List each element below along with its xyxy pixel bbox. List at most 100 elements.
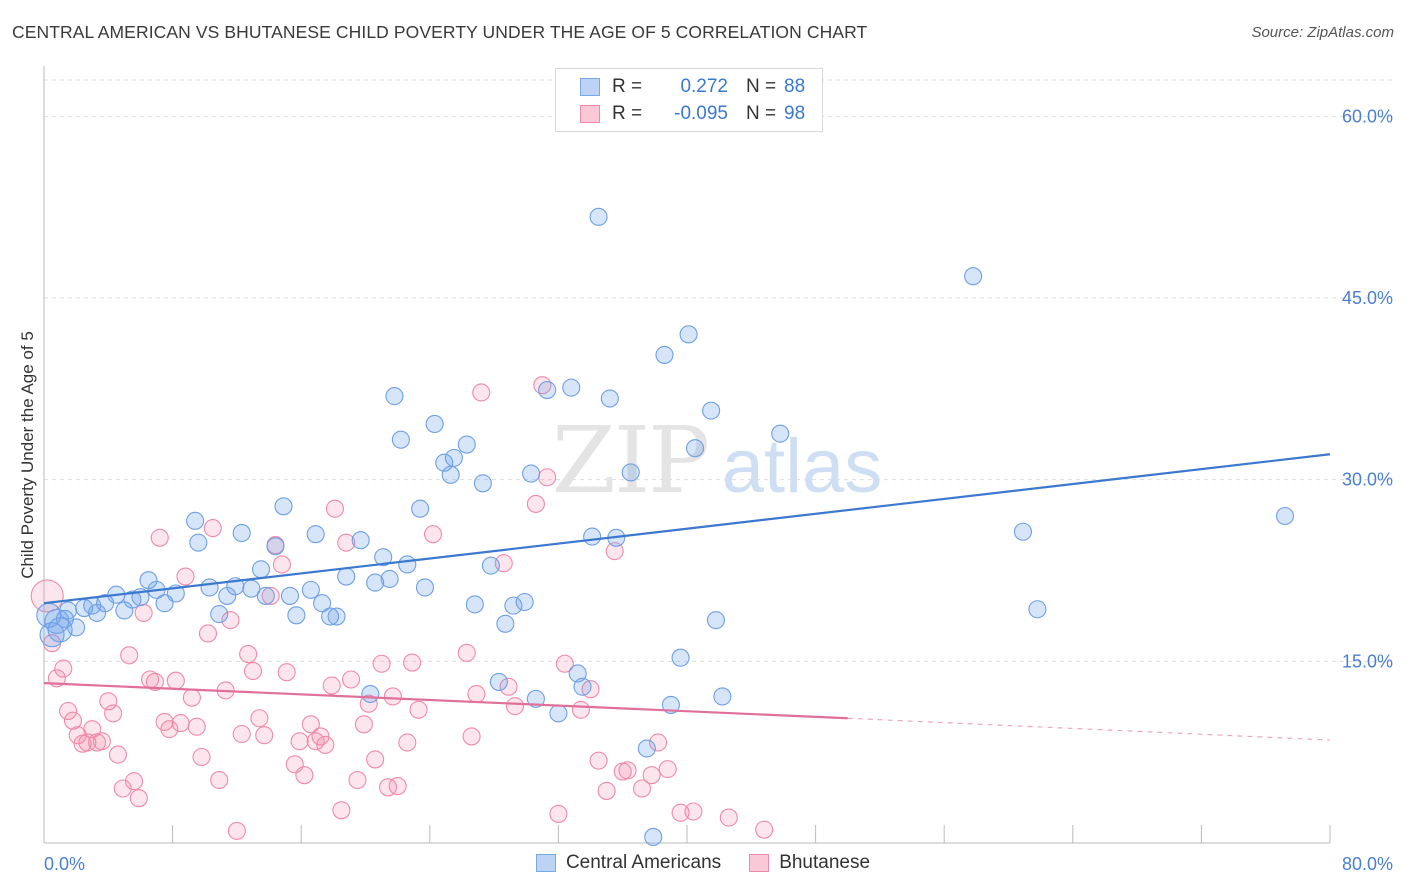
bhutanese-point bbox=[605, 542, 624, 561]
bhutanese-point bbox=[398, 733, 417, 752]
bhutanese-point bbox=[124, 772, 144, 791]
central-american-point bbox=[1013, 522, 1033, 541]
central-american-point bbox=[589, 207, 608, 226]
gridlines bbox=[44, 79, 1394, 662]
bhutanese-point bbox=[388, 777, 407, 796]
bhutanese-point bbox=[571, 700, 590, 719]
bhutanese-point bbox=[472, 383, 491, 402]
bhutanese-point bbox=[120, 646, 139, 665]
bhutanese-point bbox=[549, 804, 568, 823]
bhutanese-point bbox=[59, 701, 78, 721]
legend-swatch-bhutanese bbox=[580, 105, 600, 123]
source-label: Source: ZipAtlas.com bbox=[1251, 24, 1394, 41]
bhutanese-point bbox=[372, 654, 391, 673]
bhutanese-point bbox=[134, 603, 153, 622]
central-american-point bbox=[444, 448, 463, 467]
chart-title: CENTRAL AMERICAN VS BHUTANESE CHILD POVE… bbox=[12, 22, 868, 42]
bhutanese-point bbox=[301, 715, 320, 734]
bhutanese-point bbox=[187, 717, 206, 736]
central-american-point bbox=[189, 533, 208, 552]
central-american-point bbox=[473, 474, 492, 493]
bhutanese-point bbox=[261, 586, 280, 605]
bhutanese-point bbox=[145, 672, 164, 691]
bhutanese-point bbox=[63, 711, 82, 730]
bhutanese-point bbox=[526, 494, 545, 513]
central-american-point bbox=[573, 677, 592, 696]
central-american-point bbox=[274, 497, 293, 516]
legend-item-bhutanese: Bhutanese bbox=[749, 852, 870, 874]
central-american-point bbox=[266, 537, 285, 556]
central-american-point bbox=[398, 555, 417, 574]
x-tick-label: 0.0% bbox=[44, 854, 85, 874]
tick-labels: 15.0% 30.0% 45.0% 60.0% 0.0% 80.0% bbox=[44, 106, 1393, 874]
bhutanese-point bbox=[150, 528, 169, 547]
central-trend-line bbox=[43, 453, 1331, 605]
central-american-point bbox=[583, 527, 602, 546]
legend-n-label: N = bbox=[746, 103, 777, 124]
bhutanese-trend-line bbox=[43, 682, 848, 720]
central-american-point bbox=[655, 345, 674, 364]
bhutanese-point bbox=[322, 676, 341, 695]
legend-r-label: R = bbox=[612, 103, 643, 124]
bhutanese-point bbox=[250, 709, 269, 728]
bhutanese-point bbox=[311, 727, 330, 746]
legend-r-label: R = bbox=[612, 76, 643, 97]
central-american-point bbox=[301, 580, 320, 599]
central-american-point bbox=[538, 380, 557, 400]
central-american-point bbox=[496, 614, 515, 633]
central-american-point bbox=[685, 439, 705, 458]
bhutanese-point bbox=[239, 645, 258, 664]
central-american-point bbox=[280, 586, 299, 605]
bhutanese-point bbox=[113, 779, 132, 798]
bhutanese-point bbox=[316, 735, 335, 754]
bhutanese-point bbox=[671, 803, 690, 822]
central-american-point bbox=[568, 664, 587, 683]
bhutanese-point bbox=[499, 677, 518, 696]
legend-label-bhutanese: Bhutanese bbox=[779, 852, 871, 873]
central-american-point bbox=[504, 596, 523, 615]
central-american-point bbox=[313, 594, 332, 613]
watermark-atlas: atlas bbox=[722, 424, 883, 509]
bhutanese-point bbox=[192, 747, 211, 767]
bhutanese-trend-extension bbox=[847, 717, 1331, 741]
central-american-point bbox=[671, 648, 690, 667]
bhutanese-point bbox=[255, 726, 274, 745]
legend-row-bhutanese: R = -0.095 N = 98 bbox=[556, 101, 824, 127]
central-american-point bbox=[457, 435, 476, 454]
bhutanese-point bbox=[277, 663, 296, 682]
bhutanese-point bbox=[99, 692, 118, 711]
central-american-point bbox=[713, 687, 732, 706]
legend-swatch-central bbox=[580, 78, 600, 96]
bhutanese-point bbox=[366, 750, 385, 769]
bhutanese-point bbox=[755, 820, 774, 839]
bhutanese-point bbox=[325, 499, 345, 518]
central-american-point bbox=[415, 578, 435, 597]
legend-n-value-bhutanese: 98 bbox=[784, 103, 806, 124]
x-tick-label: 80.0% bbox=[1342, 854, 1393, 874]
central-american-point bbox=[526, 689, 545, 708]
legend-row-central: R = 0.272 N = 88 bbox=[556, 74, 824, 100]
bhutanese-point bbox=[383, 687, 402, 706]
legend-r-value-central: 0.272 bbox=[680, 76, 728, 97]
central-american-point bbox=[155, 594, 174, 613]
central-american-point bbox=[374, 548, 393, 567]
bhutanese-points bbox=[30, 376, 774, 840]
bhutanese-point bbox=[306, 732, 325, 751]
bhutanese-point bbox=[348, 770, 367, 790]
central-american-point bbox=[327, 607, 346, 626]
central-american-point bbox=[306, 525, 325, 544]
bhutanese-point bbox=[505, 697, 525, 716]
legend-swatch-central bbox=[535, 854, 556, 872]
central-american-point bbox=[771, 424, 790, 443]
central-american-point bbox=[361, 684, 380, 704]
bhutanese-point bbox=[176, 567, 195, 586]
central-american-point bbox=[1028, 600, 1047, 619]
central-american-point bbox=[256, 586, 275, 605]
central-american-point bbox=[321, 607, 340, 626]
y-tick-label: 45.0% bbox=[1342, 288, 1393, 308]
central-american-point bbox=[39, 622, 65, 648]
bhutanese-point bbox=[632, 779, 652, 798]
bhutanese-point bbox=[684, 802, 703, 821]
bhutanese-point bbox=[160, 720, 179, 739]
